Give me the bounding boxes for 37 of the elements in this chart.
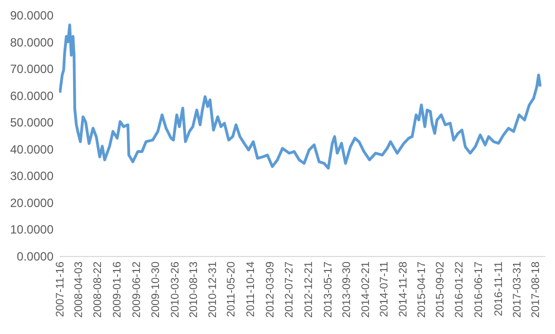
y-tick-label: 80.0000 xyxy=(10,35,54,50)
x-tick-label: 2017-03-31 xyxy=(511,262,524,318)
x-tick-label: 2007-11-16 xyxy=(54,262,66,317)
x-tick-label: 2012-12-21 xyxy=(303,262,316,318)
y-tick-label: 70.0000 xyxy=(10,62,54,76)
x-tick-label: 2012-07-27 xyxy=(283,262,296,318)
x-tick-label: 2010-03-26 xyxy=(169,262,182,318)
y-tick-label: 40.0000 xyxy=(10,142,54,156)
x-tick-label: 2013-09-30 xyxy=(340,262,353,318)
x-tick-label: 2010-08-13 xyxy=(188,262,200,318)
y-tick-label: 50.0000 xyxy=(10,116,54,130)
x-tick-label: 2016-06-17 xyxy=(473,262,486,318)
y-tick-label: 90.0000 xyxy=(10,8,54,22)
x-tick-label: 2014-02-21 xyxy=(360,262,372,318)
x-tick-label: 2016-11-11 xyxy=(492,262,505,316)
x-tick-label: 2008-08-22 xyxy=(92,262,104,318)
x-tick-label: 2009-06-12 xyxy=(131,262,144,318)
y-tick-label: 10.0000 xyxy=(10,222,54,237)
x-tick-label: 2013-05-17 xyxy=(322,262,335,318)
x-tick-label: 2009-01-16 xyxy=(111,262,124,318)
x-tick-label: 2008-04-03 xyxy=(72,262,85,318)
y-tick-label: 20.0000 xyxy=(10,196,54,210)
line-series xyxy=(59,24,542,170)
x-tick-label: 2017-08-18 xyxy=(530,262,542,318)
x-tick-label: 2009-10-30 xyxy=(150,262,162,318)
x-tick-label: 2011-05-20 xyxy=(225,262,238,317)
y-tick-label: 0.0000 xyxy=(16,250,54,264)
x-tick-label: 2010-12-31 xyxy=(206,262,219,318)
x-tick-label: 2014-11-28 xyxy=(397,262,410,317)
y-tick-label: 60.0000 xyxy=(10,88,54,103)
x-tick-label: 2014-07-11 xyxy=(378,262,391,317)
x-tick-label: 2011-10-14 xyxy=(245,262,258,317)
y-tick-label: 30.0000 xyxy=(10,169,54,184)
x-tick-label: 2015-09-02 xyxy=(434,262,447,318)
x-tick-label: 2012-03-09 xyxy=(264,262,277,318)
x-tick-label: 2015-04-17 xyxy=(416,262,428,318)
x-tick-label: 2016-01-22 xyxy=(454,262,466,318)
